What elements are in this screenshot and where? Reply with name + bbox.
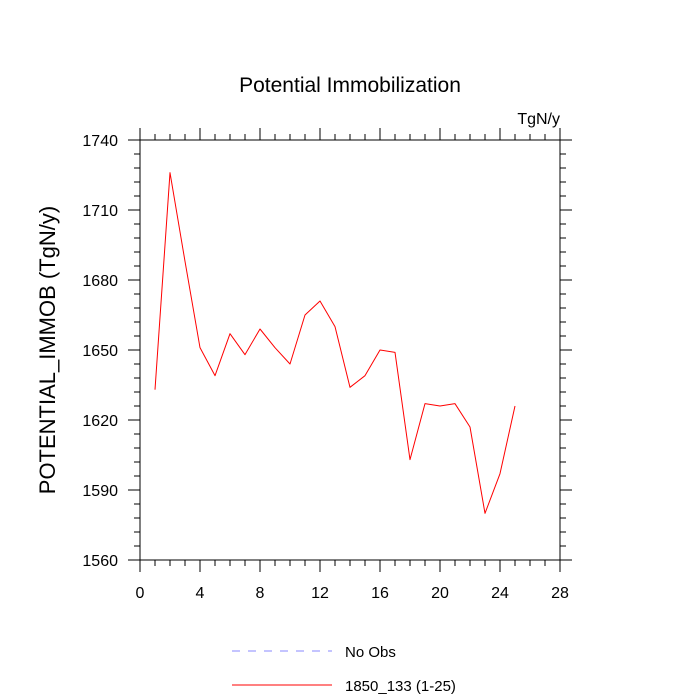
y-tick-label: 1740 xyxy=(82,133,118,150)
y-tick-label: 1620 xyxy=(82,413,118,430)
x-tick-label: 20 xyxy=(431,585,449,602)
x-tick-label: 28 xyxy=(551,585,569,602)
series-line xyxy=(154,172,516,514)
legend: No Obs 1850_133 (1-25) xyxy=(232,644,456,695)
x-tick-label: 0 xyxy=(136,585,145,602)
y-tick-label: 1590 xyxy=(82,483,118,500)
x-tick-label: 12 xyxy=(311,585,329,602)
data-series xyxy=(154,172,516,514)
y-tick-label: 1680 xyxy=(82,273,118,290)
y-tick-label: 1710 xyxy=(82,203,118,220)
y-axis-label: POTENTIAL_IMMOB (TgN/y) xyxy=(35,206,60,494)
x-tick-label: 16 xyxy=(371,585,389,602)
x-tick-label: 8 xyxy=(256,585,265,602)
legend-label: 1850_133 (1-25) xyxy=(345,678,456,695)
x-tick-label: 4 xyxy=(196,585,205,602)
y-tick-label: 1560 xyxy=(82,553,118,570)
chart-title: Potential Immobilization xyxy=(239,74,461,97)
y-tick-label: 1650 xyxy=(82,343,118,360)
x-tick-label: 24 xyxy=(491,585,509,602)
tick-labels: 0 4 8 12 16 20 24 28156015901620165016801710174… xyxy=(82,133,569,602)
axis-ticks xyxy=(128,128,572,572)
units-label: TgN/y xyxy=(517,111,560,128)
legend-label: No Obs xyxy=(345,644,396,661)
plot-frame xyxy=(139,139,561,561)
